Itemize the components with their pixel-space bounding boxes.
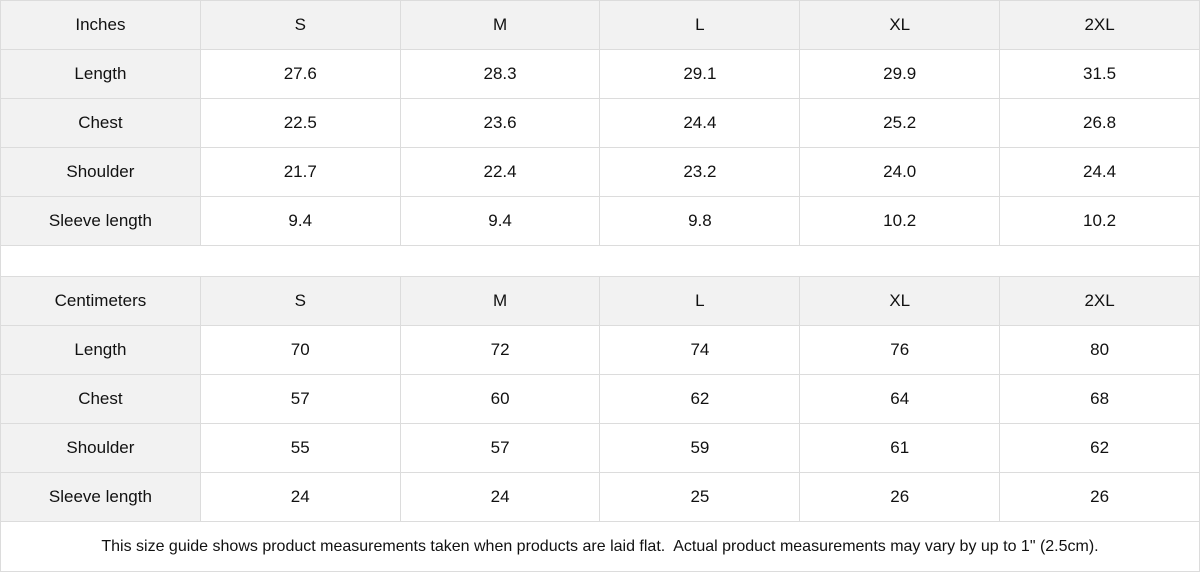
measurement-label: Chest (0, 98, 201, 148)
measurement-value: 60 (399, 374, 601, 424)
measurement-value: 29.1 (599, 49, 801, 99)
unit-label: Inches (0, 0, 201, 50)
measurement-value: 59 (599, 423, 801, 473)
table-row: Chest 22.5 23.6 24.4 25.2 26.8 (0, 98, 1200, 148)
table-row: Length 70 72 74 76 80 (0, 325, 1200, 375)
measurement-value: 26 (999, 472, 1200, 522)
size-header: M (399, 0, 601, 50)
size-header: 2XL (999, 276, 1200, 326)
table-row: Shoulder 21.7 22.4 23.2 24.0 24.4 (0, 147, 1200, 197)
measurement-value: 72 (399, 325, 601, 375)
measurement-label: Sleeve length (0, 196, 201, 246)
measurement-value: 10.2 (799, 196, 1001, 246)
measurement-value: 80 (999, 325, 1200, 375)
measurement-label: Sleeve length (0, 472, 201, 522)
measurement-label: Length (0, 49, 201, 99)
measurement-value: 57 (199, 374, 401, 424)
size-header: 2XL (999, 0, 1200, 50)
measurement-value: 61 (799, 423, 1001, 473)
measurement-value: 26 (799, 472, 1001, 522)
size-header: XL (799, 0, 1001, 50)
table-row: Sleeve length 24 24 25 26 26 (0, 472, 1200, 522)
measurement-value: 24.0 (799, 147, 1001, 197)
measurement-value: 22.4 (399, 147, 601, 197)
table-header-row: Inches S M L XL 2XL (0, 0, 1200, 50)
measurement-value: 24.4 (999, 147, 1200, 197)
size-header: S (199, 0, 401, 50)
measurement-value: 62 (999, 423, 1200, 473)
size-table-centimeters: Centimeters S M L XL 2XL Length 70 72 74 76 80 Chest… (0, 276, 1200, 522)
measurement-value: 22.5 (199, 98, 401, 148)
measurement-value: 9.8 (599, 196, 801, 246)
table-row: Shoulder 55 57 59 61 62 (0, 423, 1200, 473)
measurement-value: 23.6 (399, 98, 601, 148)
size-header: XL (799, 276, 1001, 326)
measurement-value: 31.5 (999, 49, 1200, 99)
measurement-label: Shoulder (0, 423, 201, 473)
table-row: Sleeve length 9.4 9.4 9.8 10.2 10.2 (0, 196, 1200, 246)
measurement-value: 68 (999, 374, 1200, 424)
measurement-value: 25 (599, 472, 801, 522)
measurement-value: 28.3 (399, 49, 601, 99)
measurement-value: 27.6 (199, 49, 401, 99)
measurement-value: 76 (799, 325, 1001, 375)
table-header-row: Centimeters S M L XL 2XL (0, 276, 1200, 326)
size-header: L (599, 276, 801, 326)
size-table-inches: Inches S M L XL 2XL Length 27.6 28.3 29.1 29.9 31.5… (0, 0, 1200, 246)
measurement-value: 24 (399, 472, 601, 522)
unit-label: Centimeters (0, 276, 201, 326)
table-row: Chest 57 60 62 64 68 (0, 374, 1200, 424)
measurement-value: 25.2 (799, 98, 1001, 148)
size-header: S (199, 276, 401, 326)
measurement-value: 9.4 (399, 196, 601, 246)
measurement-value: 55 (199, 423, 401, 473)
measurement-value: 70 (199, 325, 401, 375)
measurement-value: 62 (599, 374, 801, 424)
measurement-value: 57 (399, 423, 601, 473)
measurement-label: Chest (0, 374, 201, 424)
measurement-value: 10.2 (999, 196, 1200, 246)
measurement-value: 21.7 (199, 147, 401, 197)
size-header: M (399, 276, 601, 326)
measurement-value: 24.4 (599, 98, 801, 148)
measurement-value: 24 (199, 472, 401, 522)
size-guide-note: This size guide shows product measuremen… (0, 522, 1200, 572)
table-spacer (0, 246, 1200, 276)
measurement-value: 29.9 (799, 49, 1001, 99)
measurement-label: Length (0, 325, 201, 375)
measurement-value: 74 (599, 325, 801, 375)
measurement-value: 64 (799, 374, 1001, 424)
measurement-label: Shoulder (0, 147, 201, 197)
measurement-value: 9.4 (199, 196, 401, 246)
measurement-value: 23.2 (599, 147, 801, 197)
measurement-value: 26.8 (999, 98, 1200, 148)
size-header: L (599, 0, 801, 50)
table-row: Length 27.6 28.3 29.1 29.9 31.5 (0, 49, 1200, 99)
